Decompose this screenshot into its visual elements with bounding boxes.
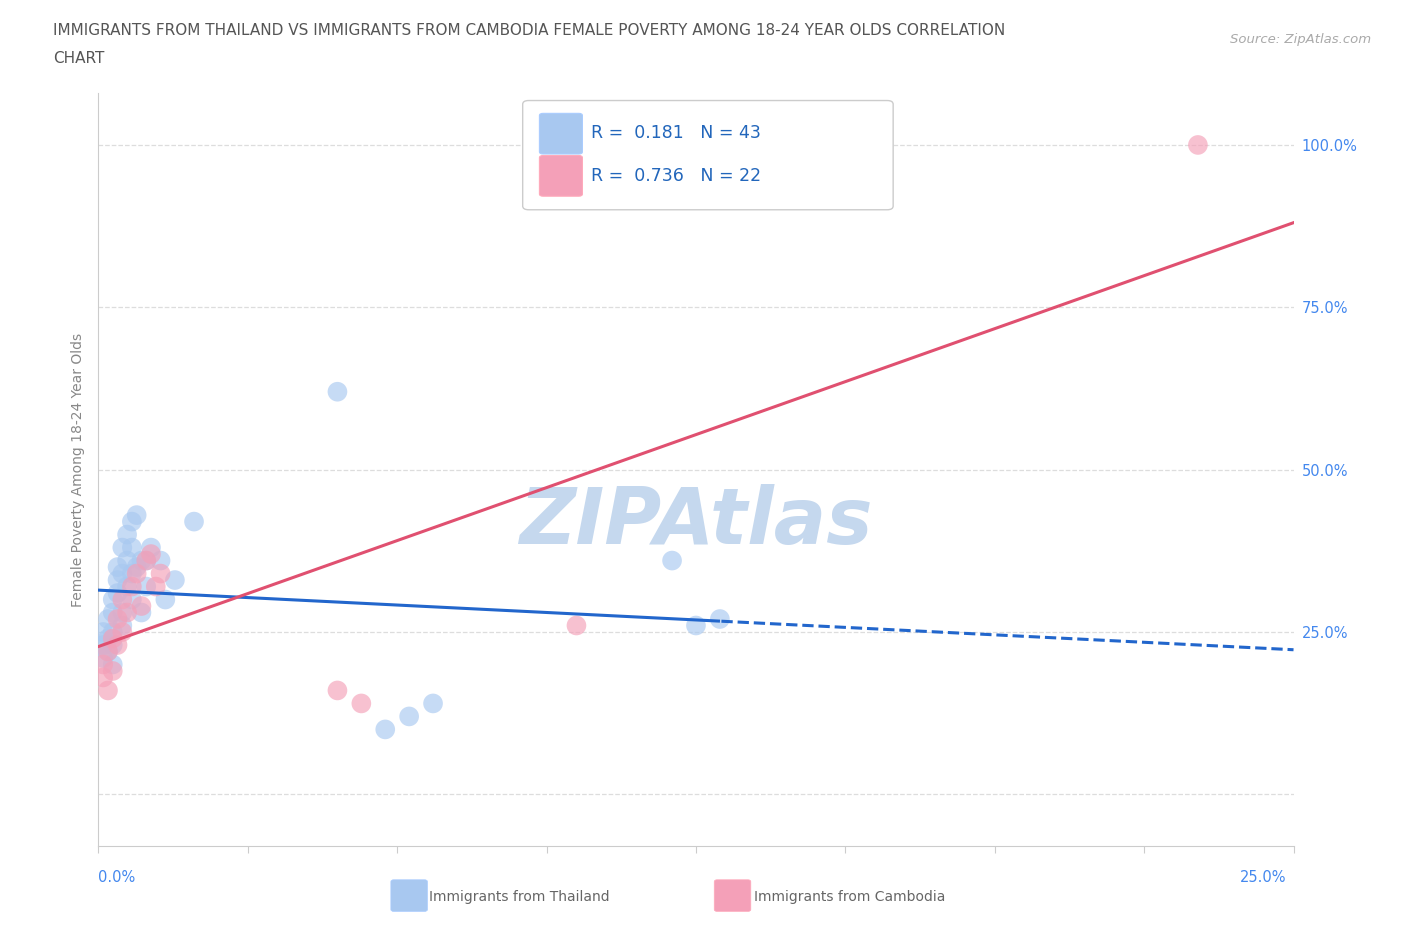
Point xyxy=(125,508,148,523)
Point xyxy=(326,384,349,399)
Point xyxy=(139,540,162,555)
Text: R =  0.736   N = 22: R = 0.736 N = 22 xyxy=(591,166,761,185)
Point xyxy=(107,638,129,653)
FancyBboxPatch shape xyxy=(540,113,582,154)
Point xyxy=(111,618,134,633)
Point xyxy=(1187,138,1209,153)
Point xyxy=(131,599,153,614)
Point xyxy=(685,618,707,633)
Text: Immigrants from Cambodia: Immigrants from Cambodia xyxy=(754,890,945,905)
Point xyxy=(121,592,143,607)
Point xyxy=(661,553,683,568)
Point xyxy=(125,560,148,575)
FancyBboxPatch shape xyxy=(540,155,582,196)
Point xyxy=(155,592,177,607)
Point xyxy=(149,566,172,581)
Point xyxy=(374,722,396,737)
Point xyxy=(107,560,129,575)
Point xyxy=(97,612,120,627)
Point xyxy=(97,644,120,659)
Point xyxy=(97,683,120,698)
Point xyxy=(139,547,162,562)
Point xyxy=(91,651,114,666)
Point xyxy=(91,670,114,684)
Point xyxy=(709,612,731,627)
Point xyxy=(101,605,124,620)
Text: CHART: CHART xyxy=(53,51,105,66)
Point xyxy=(163,573,186,588)
Point xyxy=(135,553,157,568)
Text: R =  0.181   N = 43: R = 0.181 N = 43 xyxy=(591,124,761,142)
Text: Immigrants from Thailand: Immigrants from Thailand xyxy=(429,890,609,905)
Point xyxy=(111,592,134,607)
Point xyxy=(398,709,420,724)
Point xyxy=(115,605,138,620)
Point xyxy=(115,579,138,594)
Text: 25.0%: 25.0% xyxy=(1240,870,1286,884)
Point xyxy=(565,618,588,633)
Point xyxy=(149,553,172,568)
Point xyxy=(101,663,124,678)
Point xyxy=(91,625,114,640)
Point xyxy=(135,579,157,594)
Point xyxy=(101,625,124,640)
Point xyxy=(91,657,114,671)
Point xyxy=(101,592,124,607)
Point xyxy=(107,612,129,627)
Point xyxy=(97,631,120,646)
Point xyxy=(326,683,349,698)
Point xyxy=(121,579,143,594)
Point xyxy=(121,514,143,529)
Point xyxy=(111,605,134,620)
Text: IMMIGRANTS FROM THAILAND VS IMMIGRANTS FROM CAMBODIA FEMALE POVERTY AMONG 18-24 : IMMIGRANTS FROM THAILAND VS IMMIGRANTS F… xyxy=(53,23,1005,38)
Point xyxy=(131,553,153,568)
Point xyxy=(350,696,373,711)
Point xyxy=(121,540,143,555)
Point xyxy=(91,638,114,653)
Point xyxy=(145,579,167,594)
Text: 0.0%: 0.0% xyxy=(98,870,135,884)
Point xyxy=(101,657,124,671)
Point xyxy=(111,566,134,581)
Point xyxy=(115,553,138,568)
Point xyxy=(121,566,143,581)
Point xyxy=(101,631,124,646)
Point xyxy=(107,586,129,601)
Text: Source: ZipAtlas.com: Source: ZipAtlas.com xyxy=(1230,33,1371,46)
Point xyxy=(107,573,129,588)
Point xyxy=(111,540,134,555)
Point xyxy=(183,514,205,529)
FancyBboxPatch shape xyxy=(523,100,893,210)
Point xyxy=(422,696,444,711)
Point xyxy=(97,644,120,659)
Point xyxy=(131,605,153,620)
Point xyxy=(111,625,134,640)
Point xyxy=(115,527,138,542)
Point xyxy=(135,553,157,568)
Point xyxy=(125,566,148,581)
Y-axis label: Female Poverty Among 18-24 Year Olds: Female Poverty Among 18-24 Year Olds xyxy=(70,333,84,606)
Text: ZIPAtlas: ZIPAtlas xyxy=(519,485,873,561)
Point xyxy=(101,638,124,653)
